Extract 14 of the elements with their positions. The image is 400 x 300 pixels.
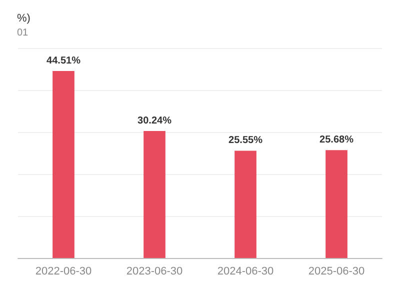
x-tick-label: 2024-06-30 bbox=[217, 266, 274, 278]
x-tick-label: 2025-06-30 bbox=[308, 266, 365, 278]
bar bbox=[52, 71, 74, 258]
bar bbox=[144, 130, 166, 258]
data-label: 25.68% bbox=[320, 134, 354, 146]
data-label: 30.24% bbox=[138, 115, 172, 126]
chart-subtitle: 01 bbox=[17, 28, 29, 38]
x-tick-label: 2023-06-30 bbox=[126, 266, 183, 278]
data-label: 25.55% bbox=[228, 135, 263, 146]
data-label: 44.51% bbox=[46, 56, 81, 67]
chart-title: %) bbox=[17, 12, 30, 24]
bar bbox=[326, 150, 348, 258]
bar bbox=[234, 150, 256, 258]
x-tick-label: 2022-06-30 bbox=[35, 266, 92, 278]
